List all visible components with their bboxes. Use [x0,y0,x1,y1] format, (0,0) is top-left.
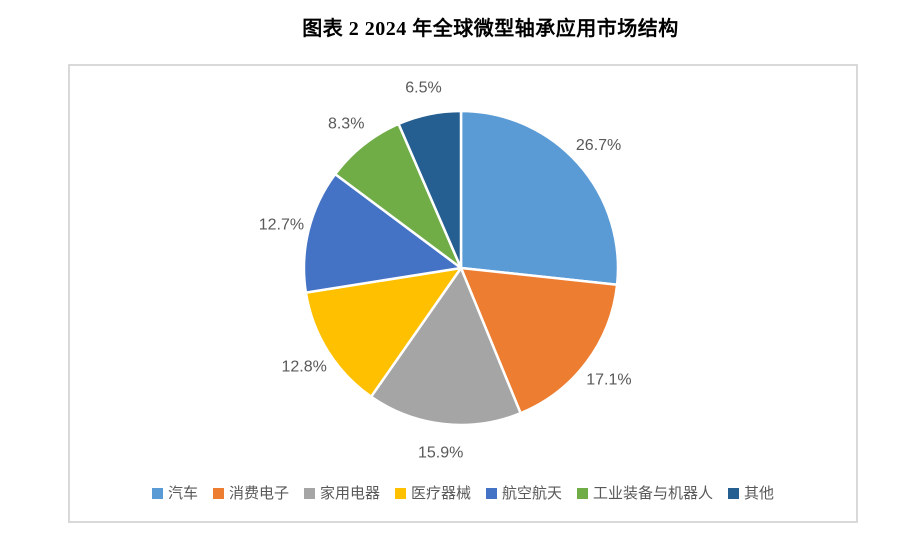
legend-swatch-icon [577,488,589,499]
legend-item: 医疗器械 [394,485,471,502]
pie-chart: 26.7% 17.1% 15.9% 12.8% 12.7% 8.3% 6.5% [259,79,632,462]
legend-swatch-icon [151,488,163,499]
pie-slice-label: 8.3% [328,116,364,133]
pie-slice-label: 12.7% [259,216,304,233]
legend-item: 其他 [728,486,774,501]
legend-swatch-icon [303,488,315,499]
legend-item: 汽车 [151,485,198,502]
legend-item: 工业装备与机器人 [577,486,713,501]
legend-swatch-icon [212,488,224,499]
legend-item: 家用电器 [303,485,380,502]
chart-legend: 汽车 消费电子 家用电器 医疗器械 航空航天 工业装备与机器人 其他 [70,486,856,501]
legend-item-label: 其他 [744,485,775,502]
legend-item-label: 汽车 [167,485,198,502]
pie-slice-label: 12.8% [282,359,327,376]
pie-slice-label: 17.1% [586,372,631,389]
pie-slice-label: 26.7% [576,137,621,154]
legend-item-label: 工业装备与机器人 [593,485,714,502]
legend-swatch-icon [486,488,497,499]
pie-slice-1 [459,109,620,286]
legend-swatch-icon [728,488,740,499]
legend-swatch-icon [394,488,406,499]
legend-item: 航空航天 [486,486,562,501]
legend-item-label: 医疗器械 [410,485,471,502]
legend-item-label: 消费电子 [228,485,289,502]
pie-slice-2 [459,266,619,415]
pie-slice-label: 15.9% [418,445,463,462]
chart-title: 图表 2 2024 年全球微型轴承应用市场结构 [302,18,679,40]
legend-item-label: 航空航天 [502,485,563,502]
chart-area: 26.7% 17.1% 15.9% 12.8% 12.7% 8.3% 6.5% 汽车 消费电子… [68,64,858,523]
pie-slice-label: 6.5% [405,79,441,96]
legend-item: 消费电子 [212,485,289,502]
pie-slice-4 [304,266,463,398]
pie-slice-7 [397,109,463,270]
pie-slice-3 [369,266,522,427]
pie-slice-5 [302,172,463,294]
legend-item-label: 家用电器 [319,485,380,502]
